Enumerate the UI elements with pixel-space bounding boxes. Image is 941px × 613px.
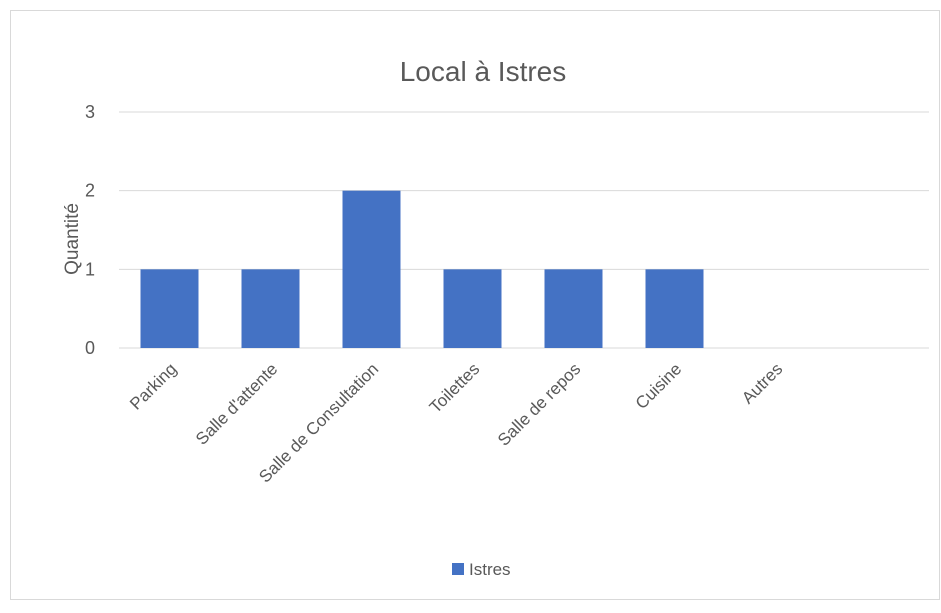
y-tick-label-3: 3	[85, 102, 95, 122]
x-tick-label-4: Salle de repos	[494, 359, 584, 449]
y-axis-ticks: 0 1 2 3	[85, 102, 95, 358]
bar-2	[342, 190, 401, 348]
y-tick-label-0: 0	[85, 338, 95, 358]
bar-5	[645, 269, 704, 348]
legend: Istres	[452, 560, 511, 579]
x-tick-label-1: Salle d'attente	[192, 359, 281, 448]
y-tick-label-1: 1	[85, 259, 95, 279]
y-tick-label-2: 2	[85, 181, 95, 201]
bar-3	[443, 269, 502, 348]
legend-label-istres: Istres	[469, 560, 511, 579]
bar-4	[544, 269, 603, 348]
chart-title: Local à Istres	[400, 56, 567, 87]
legend-swatch-istres	[452, 563, 464, 575]
bars	[140, 190, 704, 348]
gridlines	[119, 111, 929, 349]
bar-0	[140, 269, 199, 348]
x-tick-label-6: Autres	[738, 359, 786, 407]
y-axis-title: Quantité	[62, 203, 83, 275]
bar-1	[241, 269, 300, 348]
x-tick-label-5: Cuisine	[632, 359, 686, 413]
x-tick-label-0: Parking	[126, 359, 180, 413]
x-tick-label-3: Toilettes	[426, 359, 484, 417]
